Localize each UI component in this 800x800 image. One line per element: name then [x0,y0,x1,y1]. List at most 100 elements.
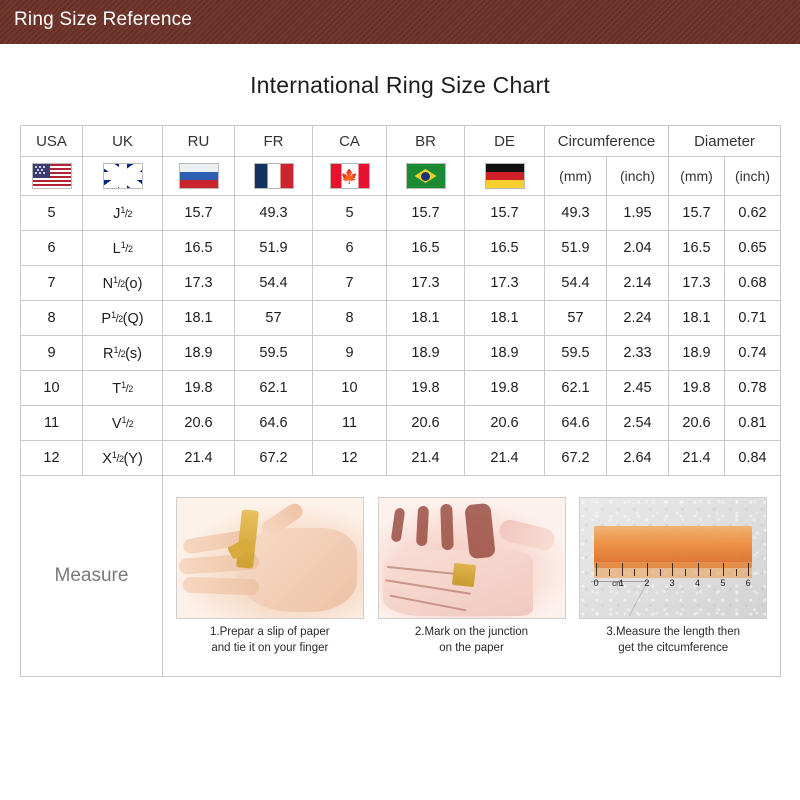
measure-steps-cell: 1.Prepar a slip of paper and tie it on y… [161,475,782,677]
cell-diameter-mm: 18.9 [668,335,725,371]
cell-usa-size: 6 [20,230,83,266]
cell-circumference-inch: 2.33 [606,335,669,371]
cell-ru-size: 15.7 [162,195,235,231]
measure-step-2: 2.Mark on the junction on the paper [374,497,569,656]
cell-usa-size: 9 [20,335,83,371]
step-2-caption: 2.Mark on the junction on the paper [374,625,569,656]
cell-circumference-mm: 67.2 [544,440,607,476]
cell-ca-size: 6 [312,230,387,266]
cell-de-size: 18.1 [464,300,545,336]
ruler-tick-minor [659,569,661,577]
cell-diameter-inch: 0.84 [723,440,782,476]
cell-uk-size: V1/2 [82,405,163,441]
step-3-caption-line2: get the citcumference [618,642,729,654]
flag-cell-usa [20,156,83,196]
flag-cell-uk [82,156,163,196]
table-row: 7 N1/2(o) 17.3 54.4 7 17.3 17.3 54.4 2.14 17.3 0.6… [20,265,782,301]
paper-strip-on-ruler-shape [594,526,753,569]
unit-header-diameter-inch: (inch) [723,156,782,196]
cell-uk-size: L1/2 [82,230,163,266]
ruler-tick-label: 3 [669,578,675,589]
measure-steps: 1.Prepar a slip of paper and tie it on y… [163,489,780,662]
measure-step-3: 0 1 2 3 4 5 6 cm 3.Measure the length then get… [576,497,771,656]
step-1-caption: 1.Prepar a slip of paper and tie it on y… [172,625,367,656]
cell-diameter-mm: 18.1 [668,300,725,336]
cell-circumference-inch: 2.24 [606,300,669,336]
measure-step-1: 1.Prepar a slip of paper and tie it on y… [172,497,367,656]
france-flag-icon [253,163,294,189]
cell-circumference-inch: 2.54 [606,405,669,441]
cell-br-size: 17.3 [386,265,465,301]
cell-diameter-mm: 17.3 [668,265,725,301]
column-header-ca: CA [312,125,387,157]
ring-size-table-container: USA UK RU FR CA BR DE Circumference Diam… [20,125,782,677]
flag-cell-fr [234,156,313,196]
table-row: 5 J1/2 15.7 49.3 5 15.7 15.7 49.3 1.95 15.7 0.62 [20,195,782,231]
table-header-row-flags: 🍁 (mm) (inch) (mm) (inch) [20,156,782,196]
cell-fr-size: 67.2 [234,440,313,476]
cell-diameter-mm: 16.5 [668,230,725,266]
cell-de-size: 17.3 [464,265,545,301]
step-1-caption-line2: and tie it on your finger [211,642,329,654]
cell-diameter-inch: 0.71 [723,300,782,336]
ruler-tick-major [621,563,623,577]
ruler-tick-minor [735,569,737,577]
ruler-scale-shape [594,562,753,579]
flag-cell-br [386,156,465,196]
maple-leaf-icon: 🍁 [340,168,359,184]
cell-diameter-mm: 20.6 [668,405,725,441]
paper-strip-shape [451,563,476,588]
usa-flag-icon [31,163,72,189]
table-row: 8 P1/2(Q) 18.1 57 8 18.1 18.1 57 2.24 18.1 0.71 [20,300,782,336]
cell-ca-size: 11 [312,405,387,441]
unit-header-diameter-mm: (mm) [668,156,725,196]
ruler-tick-minor [710,569,712,577]
finger-shape [390,507,405,544]
step-3-photo-ruler: 0 1 2 3 4 5 6 cm [579,497,768,620]
cell-fr-size: 54.4 [234,265,313,301]
cell-br-size: 16.5 [386,230,465,266]
cell-diameter-inch: 0.62 [723,195,782,231]
page-title: Ring Size Reference [14,9,193,30]
table-row: 6 L1/2 16.5 51.9 6 16.5 16.5 51.9 2.04 16.5 0.65 [20,230,782,266]
cell-uk-size: R1/2(s) [82,335,163,371]
cell-circumference-inch: 2.64 [606,440,669,476]
cell-de-size: 15.7 [464,195,545,231]
cell-fr-size: 51.9 [234,230,313,266]
column-header-uk: UK [82,125,163,157]
cell-br-size: 15.7 [386,195,465,231]
cell-br-size: 19.8 [386,370,465,406]
cell-diameter-inch: 0.78 [723,370,782,406]
germany-flag-icon [484,163,525,189]
ruler-tick-minor [634,569,636,577]
cell-ru-size: 20.6 [162,405,235,441]
cell-de-size: 20.6 [464,405,545,441]
ruler-unit-label: cm [612,579,623,589]
ruler-tick-major [697,563,699,577]
cell-fr-size: 64.6 [234,405,313,441]
unit-header-circumference-inch: (inch) [606,156,669,196]
column-header-usa: USA [20,125,83,157]
cell-fr-size: 57 [234,300,313,336]
cell-de-size: 16.5 [464,230,545,266]
app-header-bar: Ring Size Reference [0,0,800,44]
cell-ru-size: 18.1 [162,300,235,336]
cell-diameter-mm: 15.7 [668,195,725,231]
cell-ru-size: 21.4 [162,440,235,476]
ruler-tick-label: 6 [745,578,751,589]
cell-diameter-mm: 19.8 [668,370,725,406]
cell-circumference-inch: 2.14 [606,265,669,301]
cell-de-size: 21.4 [464,440,545,476]
cell-uk-size: P1/2(Q) [82,300,163,336]
ruler-tick-label: 5 [720,578,726,589]
cell-usa-size: 12 [20,440,83,476]
cell-br-size: 18.9 [386,335,465,371]
cell-ca-size: 12 [312,440,387,476]
cell-circumference-mm: 54.4 [544,265,607,301]
canada-flag-icon: 🍁 [329,163,370,189]
cell-fr-size: 62.1 [234,370,313,406]
column-header-br: BR [386,125,465,157]
cell-uk-size: X1/2(Y) [82,440,163,476]
cell-de-size: 18.9 [464,335,545,371]
cell-circumference-mm: 57 [544,300,607,336]
